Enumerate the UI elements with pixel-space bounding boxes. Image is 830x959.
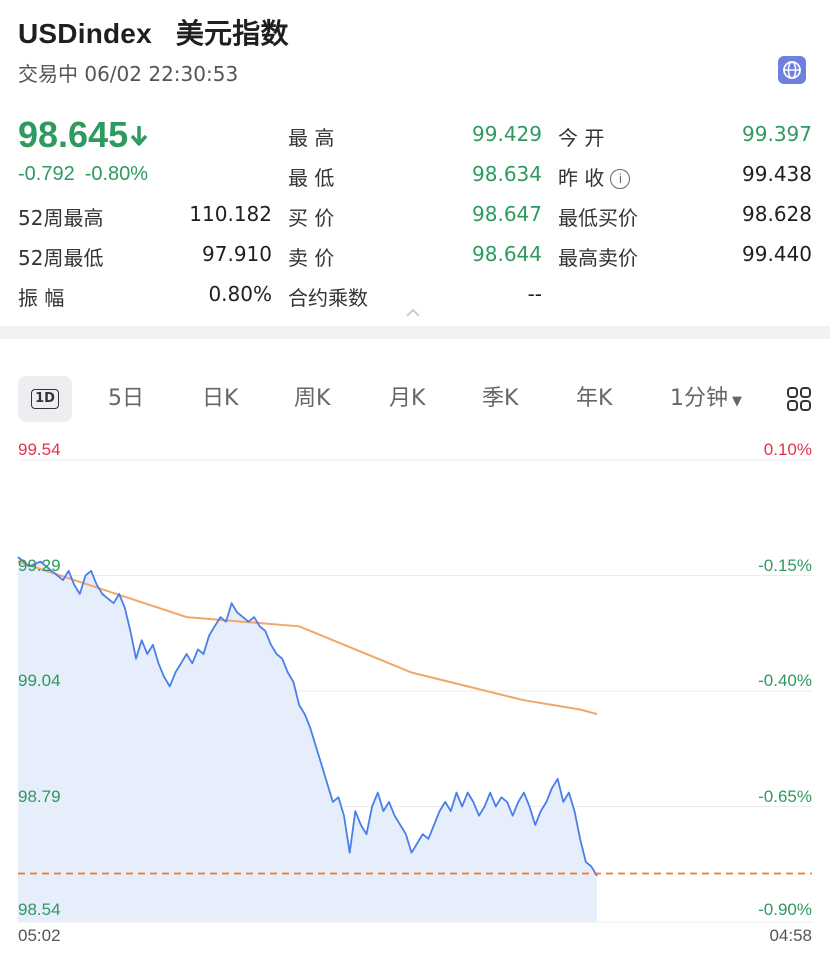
trading-status: 交易中 06/02 22:30:53 [18,62,239,86]
amplitude-value: 0.80% [208,282,272,306]
tab-quarterly-k[interactable]: 季K [482,386,519,411]
y-axis-left-tick: 99.54 [18,440,61,459]
y-axis-left-tick: 99.04 [18,671,61,690]
high-label: 最 高 [288,126,335,150]
multiplier-value: -- [527,282,542,306]
globe-button[interactable] [778,56,806,84]
y-axis-left-tick: 98.79 [18,786,61,806]
tab-1d[interactable]: 1D [18,376,72,422]
quote-header: USDindex 美元指数 交易中 06/02 22:30:53 98.645 -… [0,0,830,325]
y-axis-right-tick: -0.40% [758,671,812,690]
min-bid-label: 最低买价 [558,206,638,230]
open-label: 今 开 [558,126,605,150]
bid-value: 98.647 [472,202,542,226]
wk52-low-label: 52周最低 [18,246,104,270]
tab-1min-label: 1分钟 [670,386,728,411]
wk52-low-value: 97.910 [202,242,272,266]
chevron-up-icon[interactable] [405,306,421,318]
tab-1min-dropdown[interactable]: 1分钟 ▼ [670,376,742,422]
last-price: 98.645 [18,114,148,156]
tab-5day[interactable]: 5日 [108,386,144,411]
y-axis-right-tick: 0.10% [763,440,812,459]
ask-label: 卖 价 [288,246,335,270]
high-value: 99.429 [472,122,542,146]
instrument-title: USDindex 美元指数 [18,12,289,52]
tab-daily-k[interactable]: 日K [202,386,239,411]
max-ask-value: 99.440 [742,242,812,266]
prev-close-text: 昨 收 [558,166,605,190]
ask-value: 98.644 [472,242,542,266]
open-value: 99.397 [742,122,812,146]
multiplier-label: 合约乘数 [288,286,368,310]
tab-monthly-k[interactable]: 月K [389,386,426,411]
grid-layout-icon[interactable] [786,386,812,412]
price-area-fill [18,557,597,922]
wk52-high-label: 52周最高 [18,206,104,230]
low-label: 最 低 [288,166,335,190]
period-tabs: 1D 5日 日K 周K 月K 季K 年K 1分钟 ▼ [0,376,830,422]
arrow-down-icon [130,126,148,146]
globe-icon [783,61,801,79]
info-icon[interactable]: i [610,169,631,189]
change-value: -0.792 [18,163,75,185]
x-axis-end-tick: 04:58 [769,926,812,945]
price-change: -0.792 -0.80% [18,163,148,186]
tab-weekly-k[interactable]: 周K [294,386,331,411]
min-bid-value: 98.628 [742,202,812,226]
y-axis-right-tick: -0.65% [758,786,812,806]
y-axis-left-tick: 98.54 [18,900,61,919]
instrument-symbol: USDindex [18,18,152,49]
intraday-chart: 99.54 99.29 99.04 98.79 98.54 0.10% -0.15% -0.4… [0,430,830,954]
average-price-line [17,560,598,716]
max-ask-label: 最高卖价 [558,246,638,270]
amplitude-label: 振 幅 [18,286,65,310]
wk52-high-value: 110.182 [189,202,272,226]
prev-close-value: 99.438 [742,162,812,186]
bid-label: 买 价 [288,206,335,230]
caret-down-icon: ▼ [732,394,742,409]
instrument-name: 美元指数 [175,17,289,50]
y-axis-left-tick: 99.29 [18,555,61,575]
price-line [17,556,598,877]
chart-canvas [17,459,812,923]
low-value: 98.634 [472,162,542,186]
y-axis-right-tick: -0.15% [758,555,812,575]
last-price-value: 98.645 [18,114,129,155]
y-axis-right-tick: -0.90% [758,900,812,919]
x-axis-start-tick: 05:02 [18,926,61,945]
change-percent: -0.80% [84,163,149,185]
tab-yearly-k[interactable]: 年K [576,386,613,411]
tab-1d-label: 1D [31,389,59,409]
section-divider [0,326,830,339]
